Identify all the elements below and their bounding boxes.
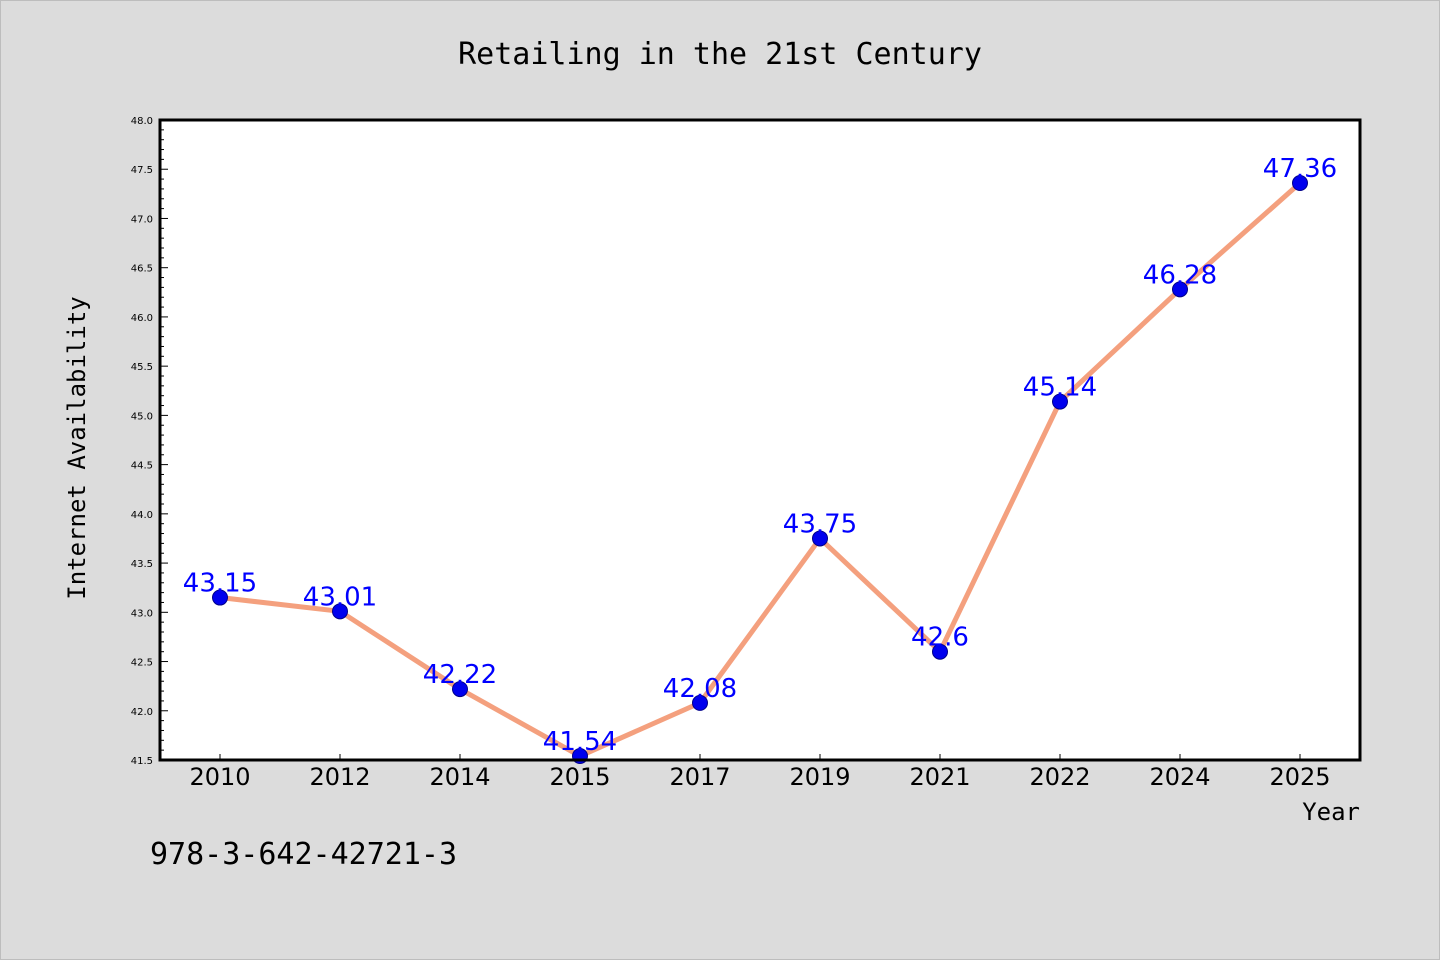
x-tick-label: 2012 xyxy=(309,763,370,791)
y-axis-ticks: 41.5 42.0 42.5 43.0 43.5 44.0 44.5 45.0 45.5 46.0… xyxy=(131,116,168,767)
plot-area xyxy=(160,120,1360,760)
y-tick-label: 45.0 xyxy=(131,411,153,422)
y-tick-label: 46.0 xyxy=(131,313,153,324)
data-markers xyxy=(212,175,1308,765)
y-tick-label: 41.5 xyxy=(131,756,153,767)
x-tick-label: 2025 xyxy=(1269,763,1330,791)
y-tick-label: 45.5 xyxy=(131,362,153,373)
data-point xyxy=(332,603,348,620)
x-tick-label: 2015 xyxy=(549,763,610,791)
y-tick-label: 42.0 xyxy=(131,707,153,718)
y-tick-label: 47.0 xyxy=(131,214,153,225)
x-axis-ticks: 2010 2012 2014 2015 2017 2019 2021 2022 2024 2025 xyxy=(189,754,1331,791)
data-label: 42.08 xyxy=(663,674,737,704)
data-label: 46.28 xyxy=(1143,260,1217,290)
plot-frame xyxy=(158,118,1362,762)
data-point xyxy=(692,694,708,711)
data-label: 45.14 xyxy=(1023,373,1097,403)
x-axis-label: Year xyxy=(1302,798,1360,826)
y-tick-label: 46.5 xyxy=(131,264,153,275)
data-point xyxy=(212,589,228,606)
data-label: 42.22 xyxy=(423,660,497,690)
data-label: 43.75 xyxy=(783,509,857,539)
y-tick-label: 47.5 xyxy=(131,165,153,176)
data-label: 47.36 xyxy=(1263,154,1337,184)
x-tick-label: 2010 xyxy=(189,763,250,791)
data-point xyxy=(1292,175,1308,192)
data-label: 43.01 xyxy=(303,582,377,612)
data-labels: 43.15 43.01 42.22 41.54 42.08 43.75 42.6 45.14 4… xyxy=(183,154,1337,757)
y-axis-label: Internet Availability xyxy=(63,296,91,599)
data-point xyxy=(1052,393,1068,410)
data-label: 41.54 xyxy=(543,727,617,757)
data-point xyxy=(932,643,948,660)
caption-isbn: 978-3-642-42721-3 xyxy=(150,837,457,872)
x-tick-label: 2024 xyxy=(1149,763,1210,791)
chart-title: Retailing in the 21st Century xyxy=(458,37,982,72)
y-tick-label: 43.5 xyxy=(131,559,153,570)
y-tick-label: 42.5 xyxy=(131,658,153,669)
data-label: 43.15 xyxy=(183,569,257,599)
data-point xyxy=(1172,281,1188,298)
data-point xyxy=(812,530,828,547)
y-tick-label: 48.0 xyxy=(131,116,153,127)
data-point xyxy=(452,681,468,698)
x-tick-label: 2017 xyxy=(669,763,730,791)
x-tick-label: 2014 xyxy=(429,763,490,791)
series-line xyxy=(219,181,1302,759)
data-label: 42.6 xyxy=(911,623,969,653)
x-tick-label: 2021 xyxy=(909,763,970,791)
y-tick-label: 43.0 xyxy=(131,608,153,619)
x-tick-label: 2022 xyxy=(1029,763,1090,791)
y-tick-label: 44.5 xyxy=(131,461,153,472)
x-tick-label: 2019 xyxy=(789,763,850,791)
y-tick-label: 44.0 xyxy=(131,510,153,521)
